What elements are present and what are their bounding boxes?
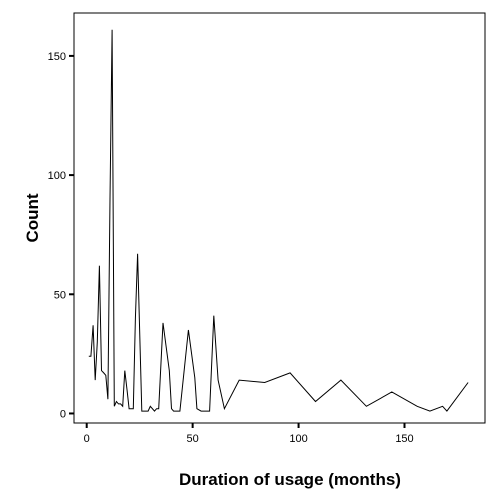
y-tick-label: 150 — [48, 51, 66, 63]
y-axis-ticks: 0 50 100 150 — [48, 51, 74, 420]
x-tick-label: 150 — [395, 433, 413, 445]
series-layer — [88, 29, 469, 412]
plot-frame — [73, 12, 486, 424]
x-tick-label: 100 — [289, 433, 307, 445]
y-axis-title: Count — [23, 193, 42, 242]
x-axis-ticks: 0 50 100 150 — [84, 423, 414, 445]
y-tick-label: 50 — [54, 289, 66, 301]
x-axis-title: Duration of usage (months) — [179, 470, 401, 489]
y-tick-label: 0 — [60, 408, 66, 420]
x-tick-label: 0 — [84, 433, 90, 445]
y-tick-label: 100 — [48, 170, 66, 182]
x-tick-label: 50 — [187, 433, 199, 445]
series-line — [88, 29, 469, 412]
